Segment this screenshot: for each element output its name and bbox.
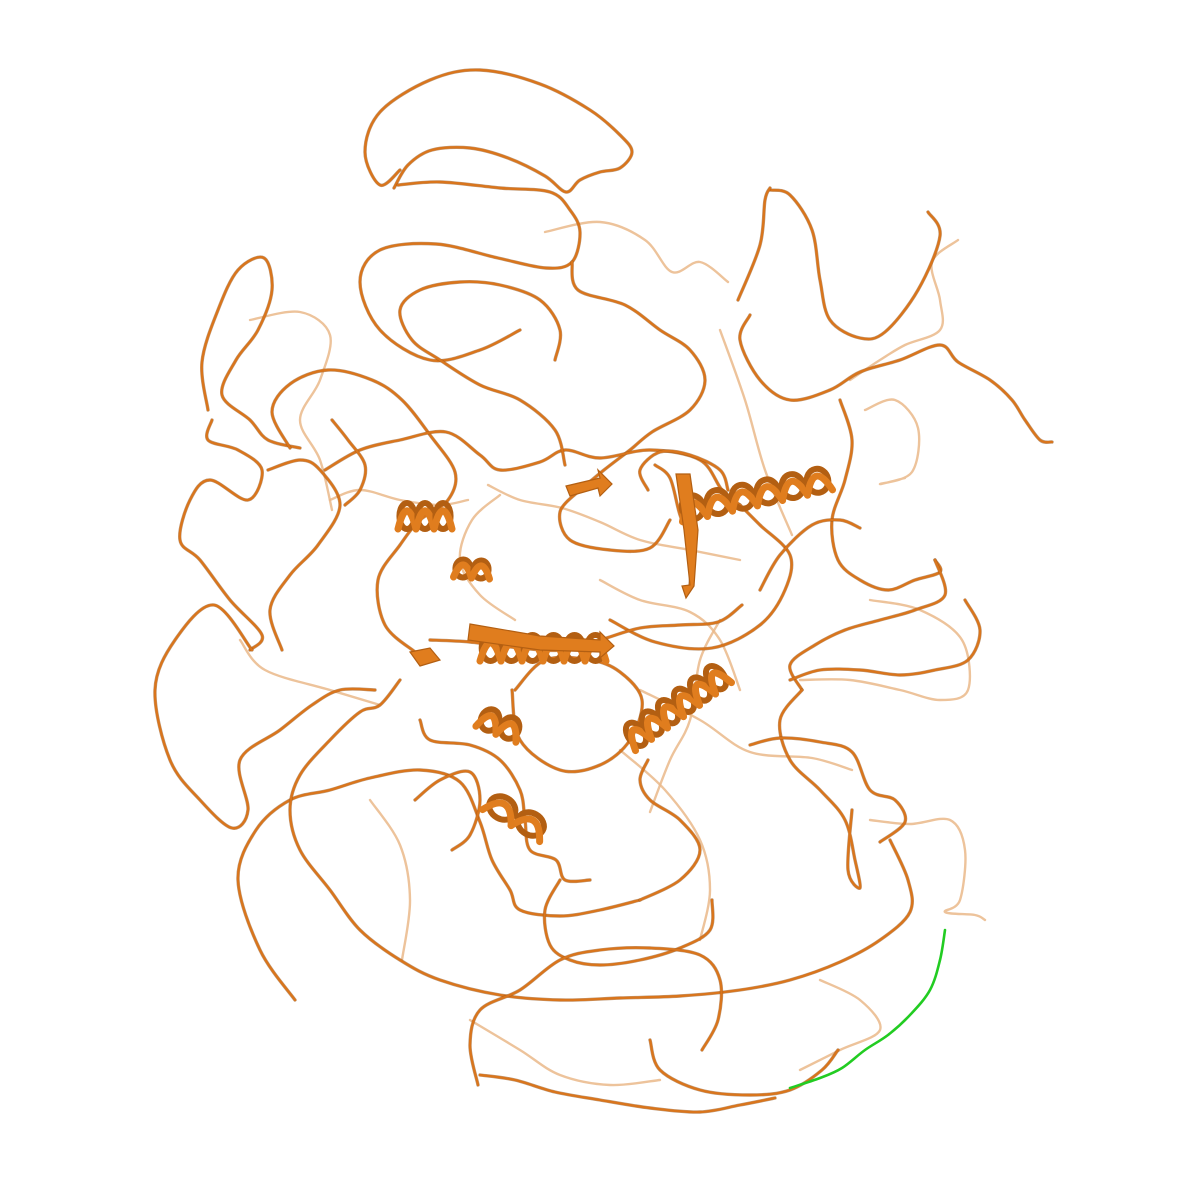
helix-5	[472, 706, 523, 746]
coil-shadow-14	[738, 313, 1054, 444]
background-coil-layer	[238, 220, 987, 1087]
helix-2	[678, 465, 837, 526]
coil-segment-29	[558, 488, 672, 553]
coil-shadow-7	[153, 603, 377, 830]
faded-coil-segment-14	[798, 978, 882, 1072]
faded-coil-segment-2	[248, 310, 334, 512]
highlighted-segment-layer	[788, 928, 947, 1090]
faded-coil-segment-18	[598, 578, 742, 692]
coil-shadow-2	[358, 180, 582, 363]
highlighted-terminal-segment	[788, 928, 947, 1090]
helix-turn-front	[779, 477, 812, 504]
coil-shadow-33	[758, 518, 862, 592]
coil-segment-6	[178, 418, 264, 652]
coil-segment-14	[738, 313, 1054, 444]
helix-turn-front	[467, 562, 493, 583]
coil-segment-16	[788, 558, 947, 692]
faded-coil-segment-16	[458, 493, 517, 622]
faded-coil-segment-11	[868, 817, 987, 922]
coil-segment-5	[270, 368, 458, 654]
coil-segment-11	[398, 280, 567, 467]
coil-segment-15	[830, 398, 942, 592]
faded-coil-segment-13	[368, 798, 412, 962]
coil-segment-24	[510, 656, 644, 773]
coil-segment-7	[153, 603, 377, 830]
coil-shadow-15	[830, 398, 943, 592]
coil-segment-12	[768, 188, 942, 341]
helix-turn-front	[507, 815, 544, 846]
coil-segment-8	[266, 458, 342, 652]
helix-6	[479, 793, 547, 846]
helix-turn-front	[708, 669, 736, 698]
helix-turn-front	[430, 507, 456, 533]
coil-shadow-19	[748, 736, 908, 844]
helix-1	[394, 500, 456, 533]
coil-segment-25	[543, 878, 715, 967]
faded-coil-segment-10	[798, 598, 972, 702]
coil-segment-26	[468, 946, 723, 1087]
coil-shadow-11	[398, 280, 567, 467]
coil-segment-28	[478, 1073, 777, 1114]
coil-segment-19	[748, 736, 907, 844]
coil-segment-17	[778, 688, 862, 890]
coil-segment-13	[736, 186, 772, 302]
helix-4	[622, 663, 736, 755]
faded-coil-segment-15	[468, 1018, 662, 1087]
coil-segment-21	[288, 678, 914, 1002]
coil-shadow-8	[266, 458, 342, 652]
coil-shadow-26	[468, 945, 724, 1087]
helix-turn-front	[804, 472, 837, 499]
coil-segment-1	[363, 68, 634, 194]
coil-segment-4	[200, 256, 302, 450]
coil-segment-22	[418, 718, 592, 883]
coil-segment-31	[638, 449, 730, 492]
coil-segment-10	[608, 503, 793, 651]
coil-segment-23	[638, 758, 702, 902]
beta-strand-2	[675, 473, 699, 600]
helix-7	[449, 556, 493, 583]
coil-shadow-12	[768, 188, 942, 341]
coil-segment-9	[323, 430, 742, 507]
coil-segment-27	[648, 1038, 840, 1097]
faded-coil-segment-5	[863, 398, 921, 486]
helix-turn-back	[486, 793, 519, 823]
coil-segment-20	[236, 768, 642, 1002]
beta-strand-3	[467, 623, 615, 660]
coil-shadow-20	[236, 768, 642, 1002]
faded-coil-segment-1	[543, 220, 730, 284]
faded-coil-segment-9	[648, 618, 722, 814]
faded-coil-segment-3	[718, 328, 794, 537]
helix-layer	[394, 465, 837, 846]
coil-segment-18	[788, 598, 982, 682]
beta-strand-4	[408, 647, 442, 667]
coil-segment-34	[413, 769, 482, 852]
coil-segment-33	[758, 518, 862, 592]
coil-shadow-34	[413, 769, 482, 852]
beta-strand-1	[565, 468, 613, 498]
helix-turn-back	[514, 809, 547, 839]
faded-coil-segment-7	[238, 638, 382, 707]
coil-segment-35	[330, 418, 367, 507]
helix-turn-front	[703, 493, 737, 520]
helix-turn-front	[479, 799, 515, 830]
coil-shadow-27	[648, 1038, 840, 1097]
helix-turn-front	[729, 488, 762, 515]
foreground-coil-layer	[153, 68, 1054, 1114]
coil-segment-2	[358, 180, 582, 362]
helix-turn-front	[492, 720, 520, 746]
faded-coil-segment-12	[618, 748, 712, 942]
coil-shadow-21	[288, 678, 915, 1002]
helix-turn-front	[754, 483, 787, 510]
